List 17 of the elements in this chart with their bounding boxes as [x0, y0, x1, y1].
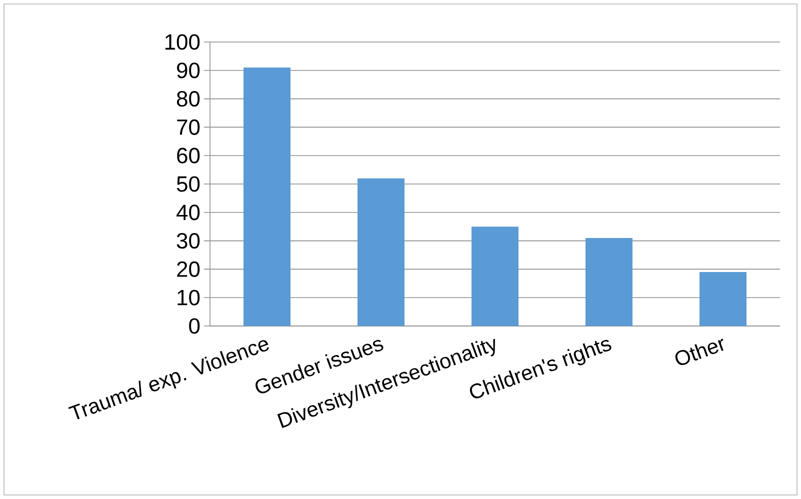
bar — [244, 68, 290, 326]
y-tick-label: 60 — [177, 148, 200, 164]
bar — [700, 272, 747, 326]
y-tick-label: 40 — [176, 204, 200, 220]
x-tick-label: Other — [675, 338, 724, 366]
y-tick-label: 90 — [177, 62, 200, 78]
y-tick-label: 70 — [177, 119, 200, 135]
bar — [586, 238, 633, 326]
y-tick-label: 100 — [165, 34, 200, 50]
y-tick-label: 50 — [176, 176, 200, 192]
y-tick-label: 0 — [189, 318, 200, 334]
bar — [358, 178, 405, 326]
y-tick-label: 30 — [176, 233, 200, 249]
y-tick-label: 10 — [178, 290, 200, 306]
y-tick-label: 80 — [176, 91, 200, 107]
y-tick-label: 20 — [177, 261, 200, 277]
bar — [472, 226, 519, 326]
